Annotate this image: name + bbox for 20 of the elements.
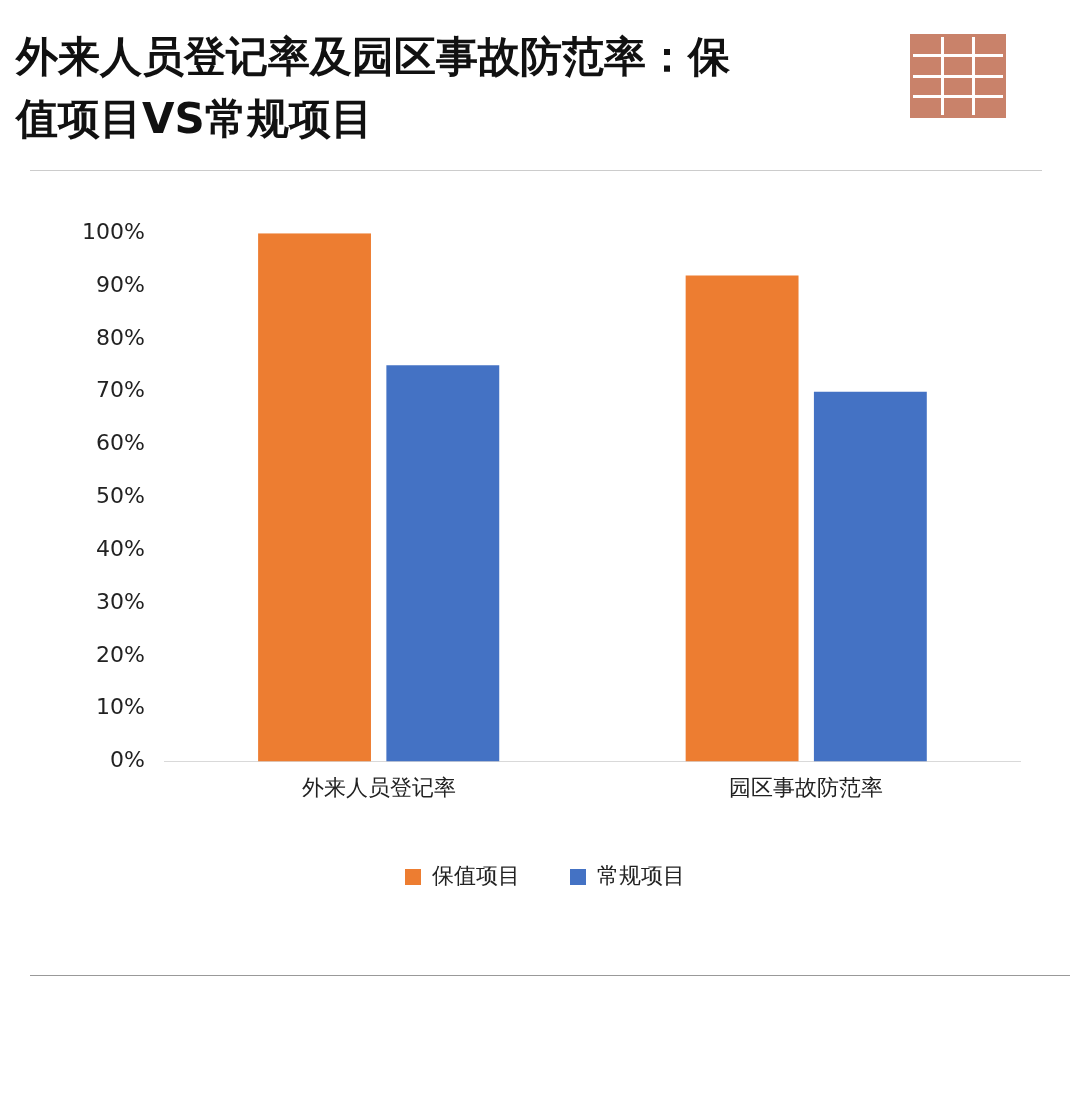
y-tick-label: 0% [109,747,145,773]
y-tick-label: 20% [95,641,145,667]
y-tick-label: 70% [95,377,145,403]
legend-label: 保值项目 [432,862,520,888]
legend-label: 常规项目 [597,862,685,888]
y-tick-label: 40% [95,535,145,561]
chart-title: 外来人员登记率及园区事故防范率：保值项目VS常规项目 [16,31,731,145]
x-tick-label: 外来人员登记率 [301,774,456,800]
y-tick-label: 10% [95,694,145,720]
y-tick-label: 80% [95,324,145,350]
y-tick-label: 50% [95,483,145,509]
bar [386,365,500,762]
bar [813,391,927,762]
bar [685,275,799,762]
bar [258,233,371,762]
y-tick-label: 60% [95,430,145,456]
x-tick-label: 园区事故防范率 [729,774,884,800]
y-tick-label: 90% [95,271,145,297]
y-tick-label: 30% [95,588,145,614]
y-tick-label: 100% [81,218,145,244]
